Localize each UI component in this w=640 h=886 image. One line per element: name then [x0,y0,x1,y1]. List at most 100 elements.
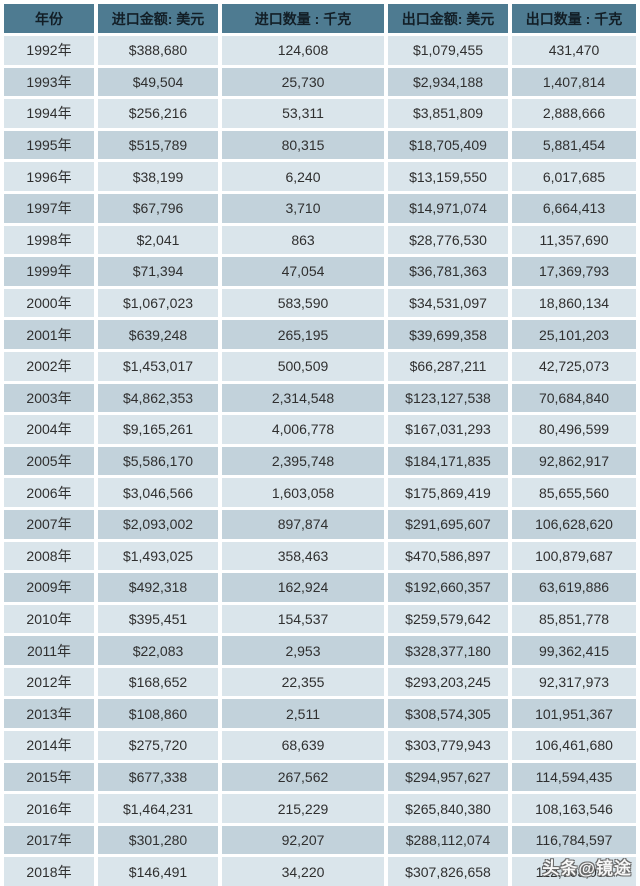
import-quantity-cell: 500,509 [222,351,384,381]
export-amount-cell: $328,377,180 [388,636,508,665]
import-amount-cell: $49,504 [98,67,218,97]
export-quantity-cell: 80,496,599 [512,415,636,444]
table-row: 1996年 $38,199 6,240 $13,159,550 6,017,685 [4,162,636,191]
year-cell: 2008年 [4,541,94,571]
import-amount-cell: $1,067,023 [98,288,218,318]
export-amount-cell: $307,826,658 [388,857,508,886]
import-amount-cell: $71,394 [98,257,218,286]
export-amount-cell: $2,934,188 [388,67,508,97]
year-cell: 2005年 [4,446,94,476]
table-row: 2017年 $301,280 92,207 $288,112,074 116,784,5… [4,825,636,855]
export-quantity-cell: 6,017,685 [512,162,636,191]
table-row: 2008年 $1,493,025 358,463 $470,586,897 100,87… [4,541,636,571]
import-amount-cell: $38,199 [98,162,218,191]
table-row: 2006年 $3,046,566 1,603,058 $175,869,419 85,6… [4,478,636,507]
import-quantity-cell: 80,315 [222,130,384,160]
import-quantity-cell: 162,924 [222,573,384,602]
header-import-quantity: 进口数量 : 千克 [222,4,384,33]
export-quantity-cell: 70,684,840 [512,383,636,413]
import-amount-cell: $9,165,261 [98,415,218,444]
table-row: 2014年 $275,720 68,639 $303,779,943 106,461,6… [4,731,636,760]
table-row: 2015年 $677,338 267,562 $294,957,627 114,594,… [4,762,636,792]
export-quantity-cell: 108,163,546 [512,794,636,823]
table-body: 1992年 $388,680 124,608 $1,079,455 431,470 199… [4,36,636,886]
export-quantity-cell: 25,101,203 [512,320,636,349]
export-amount-cell: $1,079,455 [388,36,508,65]
table-header: 年份 进口金额: 美元 进口数量 : 千克 出口金额: 美元 出口数量 : 千克 [4,4,636,33]
export-amount-cell: $175,869,419 [388,478,508,507]
export-quantity-cell: 106,461,680 [512,731,636,760]
header-export-amount: 出口金额: 美元 [388,4,508,33]
year-cell: 2011年 [4,636,94,665]
export-amount-cell: $34,531,097 [388,288,508,318]
import-quantity-cell: 863 [222,225,384,255]
import-quantity-cell: 897,874 [222,509,384,539]
import-quantity-cell: 2,395,748 [222,446,384,476]
export-quantity-cell: 106,628,620 [512,509,636,539]
header-year: 年份 [4,4,94,33]
import-amount-cell: $275,720 [98,731,218,760]
export-amount-cell: $3,851,809 [388,99,508,128]
import-quantity-cell: 267,562 [222,762,384,792]
export-amount-cell: $39,699,358 [388,320,508,349]
table-row: 1993年 $49,504 25,730 $2,934,188 1,407,814 [4,67,636,97]
table-row: 2007年 $2,093,002 897,874 $291,695,607 106,62… [4,509,636,539]
import-quantity-cell: 53,311 [222,99,384,128]
export-quantity-cell: 112,703,033 [512,857,636,886]
year-cell: 2014年 [4,731,94,760]
import-quantity-cell: 92,207 [222,825,384,855]
table-row: 1998年 $2,041 863 $28,776,530 11,357,690 [4,225,636,255]
year-cell: 2001年 [4,320,94,349]
year-cell: 2010年 [4,604,94,634]
export-amount-cell: $123,127,538 [388,383,508,413]
table-row: 2013年 $108,860 2,511 $308,574,305 101,951,36… [4,699,636,729]
export-quantity-cell: 63,619,886 [512,573,636,602]
import-amount-cell: $67,796 [98,193,218,223]
import-amount-cell: $4,862,353 [98,383,218,413]
year-cell: 2003年 [4,383,94,413]
export-quantity-cell: 92,317,973 [512,667,636,697]
export-amount-cell: $308,574,305 [388,699,508,729]
import-amount-cell: $1,453,017 [98,351,218,381]
import-quantity-cell: 6,240 [222,162,384,191]
year-cell: 1998年 [4,225,94,255]
table-row: 2004年 $9,165,261 4,006,778 $167,031,293 80,4… [4,415,636,444]
import-quantity-cell: 215,229 [222,794,384,823]
import-amount-cell: $5,586,170 [98,446,218,476]
import-amount-cell: $146,491 [98,857,218,886]
export-quantity-cell: 17,369,793 [512,257,636,286]
import-quantity-cell: 47,054 [222,257,384,286]
import-amount-cell: $639,248 [98,320,218,349]
import-quantity-cell: 583,590 [222,288,384,318]
import-quantity-cell: 2,953 [222,636,384,665]
export-amount-cell: $303,779,943 [388,731,508,760]
table-row: 1995年 $515,789 80,315 $18,705,409 5,881,454 [4,130,636,160]
export-quantity-cell: 114,594,435 [512,762,636,792]
table-row: 2003年 $4,862,353 2,314,548 $123,127,538 70,6… [4,383,636,413]
year-cell: 1996年 [4,162,94,191]
table-row: 2010年 $395,451 154,537 $259,579,642 85,851,7… [4,604,636,634]
year-cell: 2017年 [4,825,94,855]
export-quantity-cell: 92,862,917 [512,446,636,476]
import-quantity-cell: 154,537 [222,604,384,634]
export-amount-cell: $36,781,363 [388,257,508,286]
year-cell: 2013年 [4,699,94,729]
table-row: 1994年 $256,216 53,311 $3,851,809 2,888,666 [4,99,636,128]
table-row: 2002年 $1,453,017 500,509 $66,287,211 42,725,… [4,351,636,381]
export-amount-cell: $293,203,245 [388,667,508,697]
import-quantity-cell: 3,710 [222,193,384,223]
import-amount-cell: $1,464,231 [98,794,218,823]
import-quantity-cell: 265,195 [222,320,384,349]
import-amount-cell: $108,860 [98,699,218,729]
year-cell: 1994年 [4,99,94,128]
export-amount-cell: $14,971,074 [388,193,508,223]
export-amount-cell: $66,287,211 [388,351,508,381]
header-export-quantity: 出口数量 : 千克 [512,4,636,33]
year-cell: 1997年 [4,193,94,223]
export-quantity-cell: 85,851,778 [512,604,636,634]
year-cell: 1993年 [4,67,94,97]
export-amount-cell: $13,159,550 [388,162,508,191]
table-row: 2012年 $168,652 22,355 $293,203,245 92,317,97… [4,667,636,697]
import-amount-cell: $168,652 [98,667,218,697]
